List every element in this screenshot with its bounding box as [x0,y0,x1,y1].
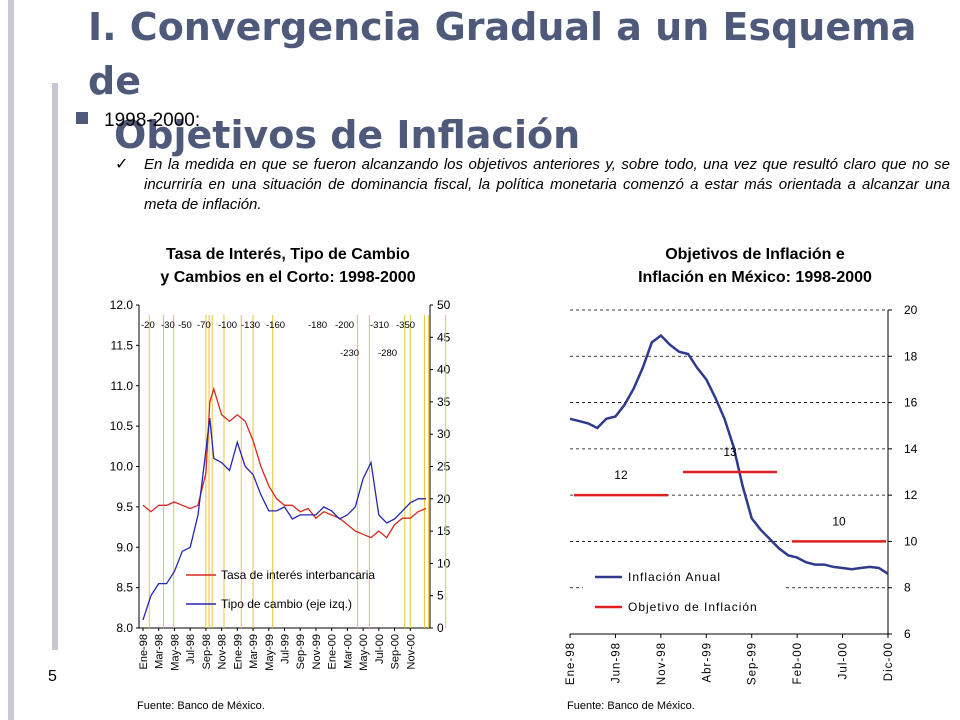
chart1-x-tick-label: Jul-99 [280,634,292,664]
chart1-legend-label: Tasa de interés interbancaria [221,568,375,582]
chart2-x-tick-label: Jul-00 [838,642,850,679]
chart1-left-tick-label: 11.5 [111,338,134,352]
chart2-y-tick-label: 20 [904,303,918,317]
chart2-source: Fuente: Banco de México. [567,700,695,712]
chart1-corto-label: -230 [340,348,359,359]
chart2-x-tick-label: Dic-00 [883,642,895,681]
chart1-x-tick-label: Ene-99 [232,634,244,669]
chart2-x-tick-label: Nov-98 [656,642,668,685]
chart1-corto-label: -50 [178,320,192,331]
chart1-corto-label: -200 [335,320,354,331]
chart1-corto-label: -100 [218,320,237,331]
chart2-y-tick-label: 6 [904,627,911,641]
chart2-y-tick-label: 16 [904,396,918,410]
chart1-right-tick-label: 15 [437,524,451,538]
left-decor-bar [52,83,58,650]
chart1-x-tick-label: Mar-98 [154,634,166,669]
chart2-target-label: 12 [614,468,628,482]
bullet-period: 1998-2000: [76,110,200,132]
slide-title-line1: I. Convergencia Gradual a un Esquema de [88,5,917,103]
chart2-y-tick-label: 8 [904,581,911,595]
chart1-right-tick-label: 10 [437,556,451,570]
chart1-corto-label: -350 [396,320,415,331]
chart1-series-line-1 [142,418,426,621]
chart1-right-tick-label: 45 [437,330,451,344]
chart2-x-tick-label: Sep-99 [747,642,759,685]
chart2-y-tick-label: 18 [904,349,918,363]
chart1-x-tick-label: May-98 [169,634,181,671]
chart1-x-tick-label: Nov-00 [405,634,417,669]
chart1-right-tick-label: 0 [437,621,444,635]
chart1-right-tick-label: 25 [437,460,451,474]
chart2-legend-label: Objetivo de Inflación [628,600,758,614]
chart1-corto-label: -30 [161,320,175,331]
chart1-left-tick-label: 9.0 [116,540,133,554]
chart2-y-tick-label: 14 [904,442,918,456]
chart1-corto-label: -160 [266,320,285,331]
bullet-label: 1998-2000: [104,110,201,131]
chart1-x-tick-label: Sep-99 [295,634,307,669]
chart1-right-tick-label: 40 [437,363,451,377]
checkmark-icon: ✓ [115,156,129,173]
chart1-left-tick-label: 10.5 [110,419,134,433]
chart1-x-tick-label: May-00 [358,634,370,671]
chart1-x-tick-label: Sep-98 [201,634,213,669]
chart1-right-tick-label: 50 [437,298,451,312]
chart1-corto-label: -130 [241,320,260,331]
chart1-right-tick-label: 20 [437,492,451,506]
chart2-title: Objetivos de Inflación e Inflación en Mé… [570,243,940,289]
chart2-y-tick-label: 12 [904,488,918,502]
chart2-target-label: 10 [832,514,846,528]
chart1-x-tick-label: Nov-98 [217,634,229,669]
chart1-corto-label: -180 [308,320,327,331]
slide-title: I. Convergencia Gradual a un Esquema de … [88,0,948,162]
chart1-left-tick-label: 12.0 [110,298,134,312]
chart1-right-tick-label: 35 [437,395,451,409]
chart2-title-line2: Inflación en México: 1998-2000 [638,269,872,286]
chart1-left-tick-label: 11.0 [111,379,134,393]
chart1-corto-label: -280 [378,348,397,359]
chart2-x-tick-label: Ene-98 [565,642,577,685]
chart1-left-tick-label: 9.5 [116,500,133,514]
chart1-x-tick-label: Ene-98 [138,634,150,669]
chart2-inflation-line [569,333,889,575]
chart1-x-tick-label: Jul-00 [374,634,386,664]
chart1-left-tick-label: 10.0 [110,460,134,474]
chart1-title-line2: y Cambios en el Corto: 1998-2000 [160,269,416,286]
chart2-y-tick-label: 10 [904,534,918,548]
chart1-left-tick-label: 8.0 [116,621,133,635]
chart1-x-tick-label: Jul-98 [185,634,197,664]
chart2-title-line1: Objetivos de Inflación e [665,246,845,263]
chart1-x-tick-label: Ene-00 [327,634,339,669]
chart1-left-tick-label: 8.5 [116,581,133,595]
page-number: 5 [48,668,57,685]
chart1-title: Tasa de Interés, Tipo de Cambio y Cambio… [110,243,466,289]
chart2-x-tick-label: Jun-98 [610,642,622,683]
slide-title-line2: Objetivos de Inflación [114,113,581,157]
chart2-x-tick-label: Feb-00 [792,642,804,684]
chart1-title-line1: Tasa de Interés, Tipo de Cambio [166,246,410,263]
chart1-right-tick-label: 5 [437,589,444,603]
chart1-x-tick-label: Mar-99 [248,634,260,669]
chart1-corto-label: -70 [197,320,211,331]
chart1-x-tick-label: Mar-00 [342,634,354,669]
chart1-x-tick-label: Sep-00 [390,634,402,669]
chart1-x-tick-label: May-99 [264,634,276,671]
chart1-series-line-0 [142,386,427,539]
chart1-x-tick-label: Nov-99 [311,634,323,669]
chart2-target-label: 13 [723,445,737,459]
square-bullet-icon [76,111,88,124]
chart1-right-tick-label: 30 [437,427,451,441]
body-paragraph: En la medida en que se fueron alcanzando… [144,156,950,213]
chart2-x-tick-label: Abr-99 [701,642,713,683]
chart1-corto-label: -20 [141,320,155,331]
left-decor-bar-top [8,0,14,720]
chart2-legend-label: Inflación Anual [628,570,721,584]
chart1-corto-label: -310 [370,320,389,331]
chart1-legend-label: Tipo de cambio (eje izq.) [221,597,352,611]
chart1-source: Fuente: Banco de México. [137,700,265,712]
